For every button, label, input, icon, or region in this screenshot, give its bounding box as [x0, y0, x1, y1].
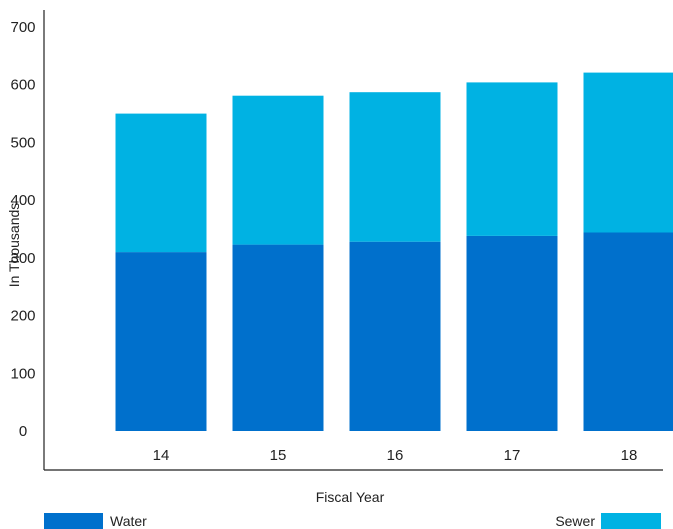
y-tick-label: 100 — [10, 365, 35, 382]
bar-water-16 — [349, 241, 441, 431]
y-tick-label: 600 — [10, 77, 35, 94]
bar-sewer-15 — [232, 95, 324, 245]
bars-group — [115, 72, 673, 431]
y-tick-label: 500 — [10, 134, 35, 151]
y-tick-label: 0 — [19, 423, 27, 440]
legend-swatch-water — [44, 513, 103, 529]
bar-sewer-17 — [466, 82, 558, 236]
x-tick-label: 14 — [153, 447, 170, 464]
x-tick-label: 15 — [270, 447, 287, 464]
y-tick-label: 200 — [10, 308, 35, 325]
x-axis-label: Fiscal Year — [316, 489, 385, 505]
bar-water-14 — [115, 252, 207, 431]
legend-label-sewer: Sewer — [555, 513, 595, 529]
x-tick-labels: 14 15 16 17 18 — [153, 447, 638, 464]
bar-water-15 — [232, 244, 324, 431]
bar-sewer-14 — [115, 113, 207, 253]
legend-label-water: Water — [110, 513, 147, 529]
bar-sewer-18 — [583, 72, 673, 233]
legend-swatch-sewer — [601, 513, 661, 529]
x-tick-label: 18 — [621, 447, 638, 464]
x-tick-label: 16 — [387, 447, 404, 464]
y-axis-label: In Thousands — [6, 203, 22, 288]
bar-water-18 — [583, 232, 673, 431]
plot-area: 0 100 200 300 400 500 600 700 14 15 16 17 18 — [10, 10, 673, 471]
legend: Water Sewer — [44, 513, 661, 529]
y-tick-label: 400 — [10, 192, 35, 209]
y-tick-labels: 0 100 200 300 400 500 600 700 — [10, 19, 35, 440]
bar-sewer-16 — [349, 92, 441, 242]
y-tick-label: 700 — [10, 19, 35, 36]
y-tick-label: 300 — [10, 250, 35, 267]
bar-water-17 — [466, 235, 558, 431]
x-tick-label: 17 — [504, 447, 521, 464]
